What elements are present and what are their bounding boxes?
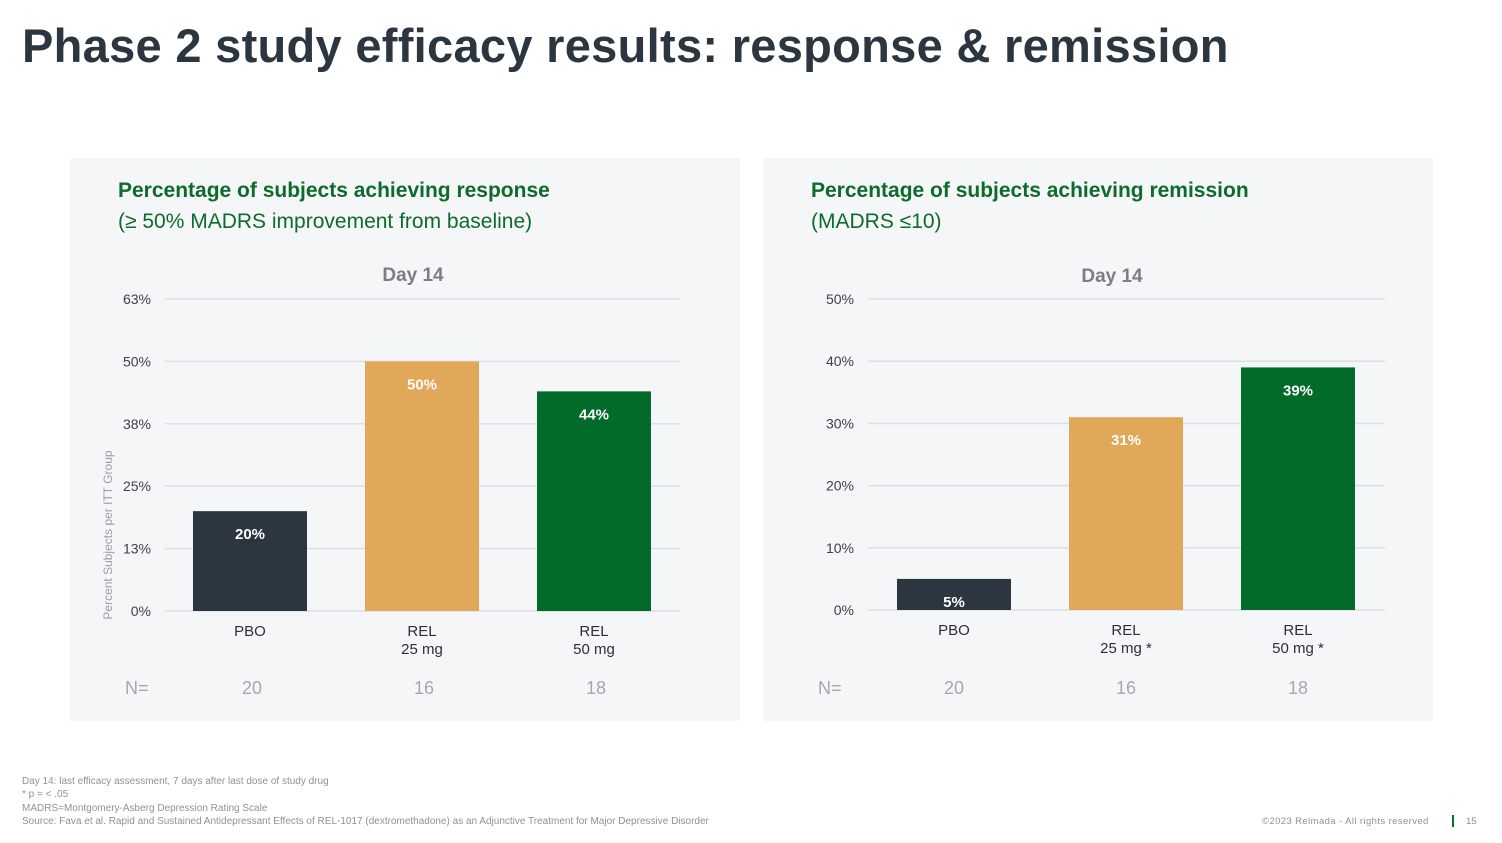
data-label: 50% [407,376,437,393]
y-tick-label: 0% [131,603,151,619]
copyright: ©2023 Relmada - All rights reserved [1262,816,1429,827]
footnote: Source: Fava et al. Rapid and Sustained … [22,815,709,827]
bar [193,511,307,611]
chart-title: Percentage of subjects achieving remissi… [811,179,1249,202]
bar [365,361,479,611]
x-tick-label: REL [407,623,436,640]
data-label: 20% [235,526,265,543]
x-tick-label: 50 mg * [1272,640,1324,657]
n-value: 20 [944,678,964,698]
chart-subtitle: (MADRS ≤10) [811,210,942,233]
x-tick-label: REL [1111,622,1140,639]
x-tick-label: 25 mg * [1100,640,1152,657]
n-value: 16 [414,678,434,698]
y-tick-label: 50% [123,353,151,369]
y-tick-label: 40% [826,353,854,369]
divider [1452,815,1454,827]
chart-subtitle: (≥ 50% MADRS improvement from baseline) [118,210,533,233]
n-label: N= [125,678,149,698]
footnote: * p = < .05 [22,789,69,801]
x-tick-label: PBO [234,623,266,640]
y-tick-label: 10% [826,540,854,556]
footnotes: Day 14: last efficacy assessment, 7 days… [22,775,709,828]
bar [1069,417,1183,610]
n-value: 18 [586,678,606,698]
x-tick-label: REL [1283,622,1312,639]
y-tick-label: 25% [123,478,151,494]
footnote: MADRS=Montgomery-Asberg Depression Ratin… [22,802,268,814]
y-tick-label: 63% [123,291,151,307]
y-tick-label: 38% [123,416,151,432]
bar [1241,367,1355,610]
n-value: 16 [1116,678,1136,698]
x-tick-label: 50 mg [573,641,615,658]
y-tick-label: 0% [834,602,854,618]
data-label: 44% [579,406,609,423]
y-tick-label: 30% [826,415,854,431]
remission-chart-panel: Percentage of subjects achieving remissi… [763,158,1433,721]
bar [537,391,651,611]
y-tick-label: 13% [123,541,151,557]
bar [897,578,1011,610]
y-tick-label: 50% [826,291,854,307]
n-value: 20 [242,678,262,698]
response-chart-panel: Percentage of subjects achieving respons… [70,158,740,721]
chart-day-label: Day 14 [382,265,444,286]
n-value: 18 [1288,678,1308,698]
n-label: N= [818,678,842,698]
footnote: Day 14: last efficacy assessment, 7 days… [22,776,329,787]
data-label: 39% [1283,382,1313,399]
x-tick-label: 25 mg [401,641,443,658]
data-label: 5% [943,594,965,611]
page-number: 15 [1466,816,1477,827]
chart-title: Percentage of subjects achieving respons… [118,179,550,202]
x-tick-label: PBO [938,622,970,639]
chart-day-label: Day 14 [1081,266,1143,287]
data-label: 31% [1111,432,1141,449]
page-title: Phase 2 study efficacy results: response… [22,19,1229,72]
x-tick-label: REL [579,623,608,640]
y-tick-label: 20% [826,478,854,494]
